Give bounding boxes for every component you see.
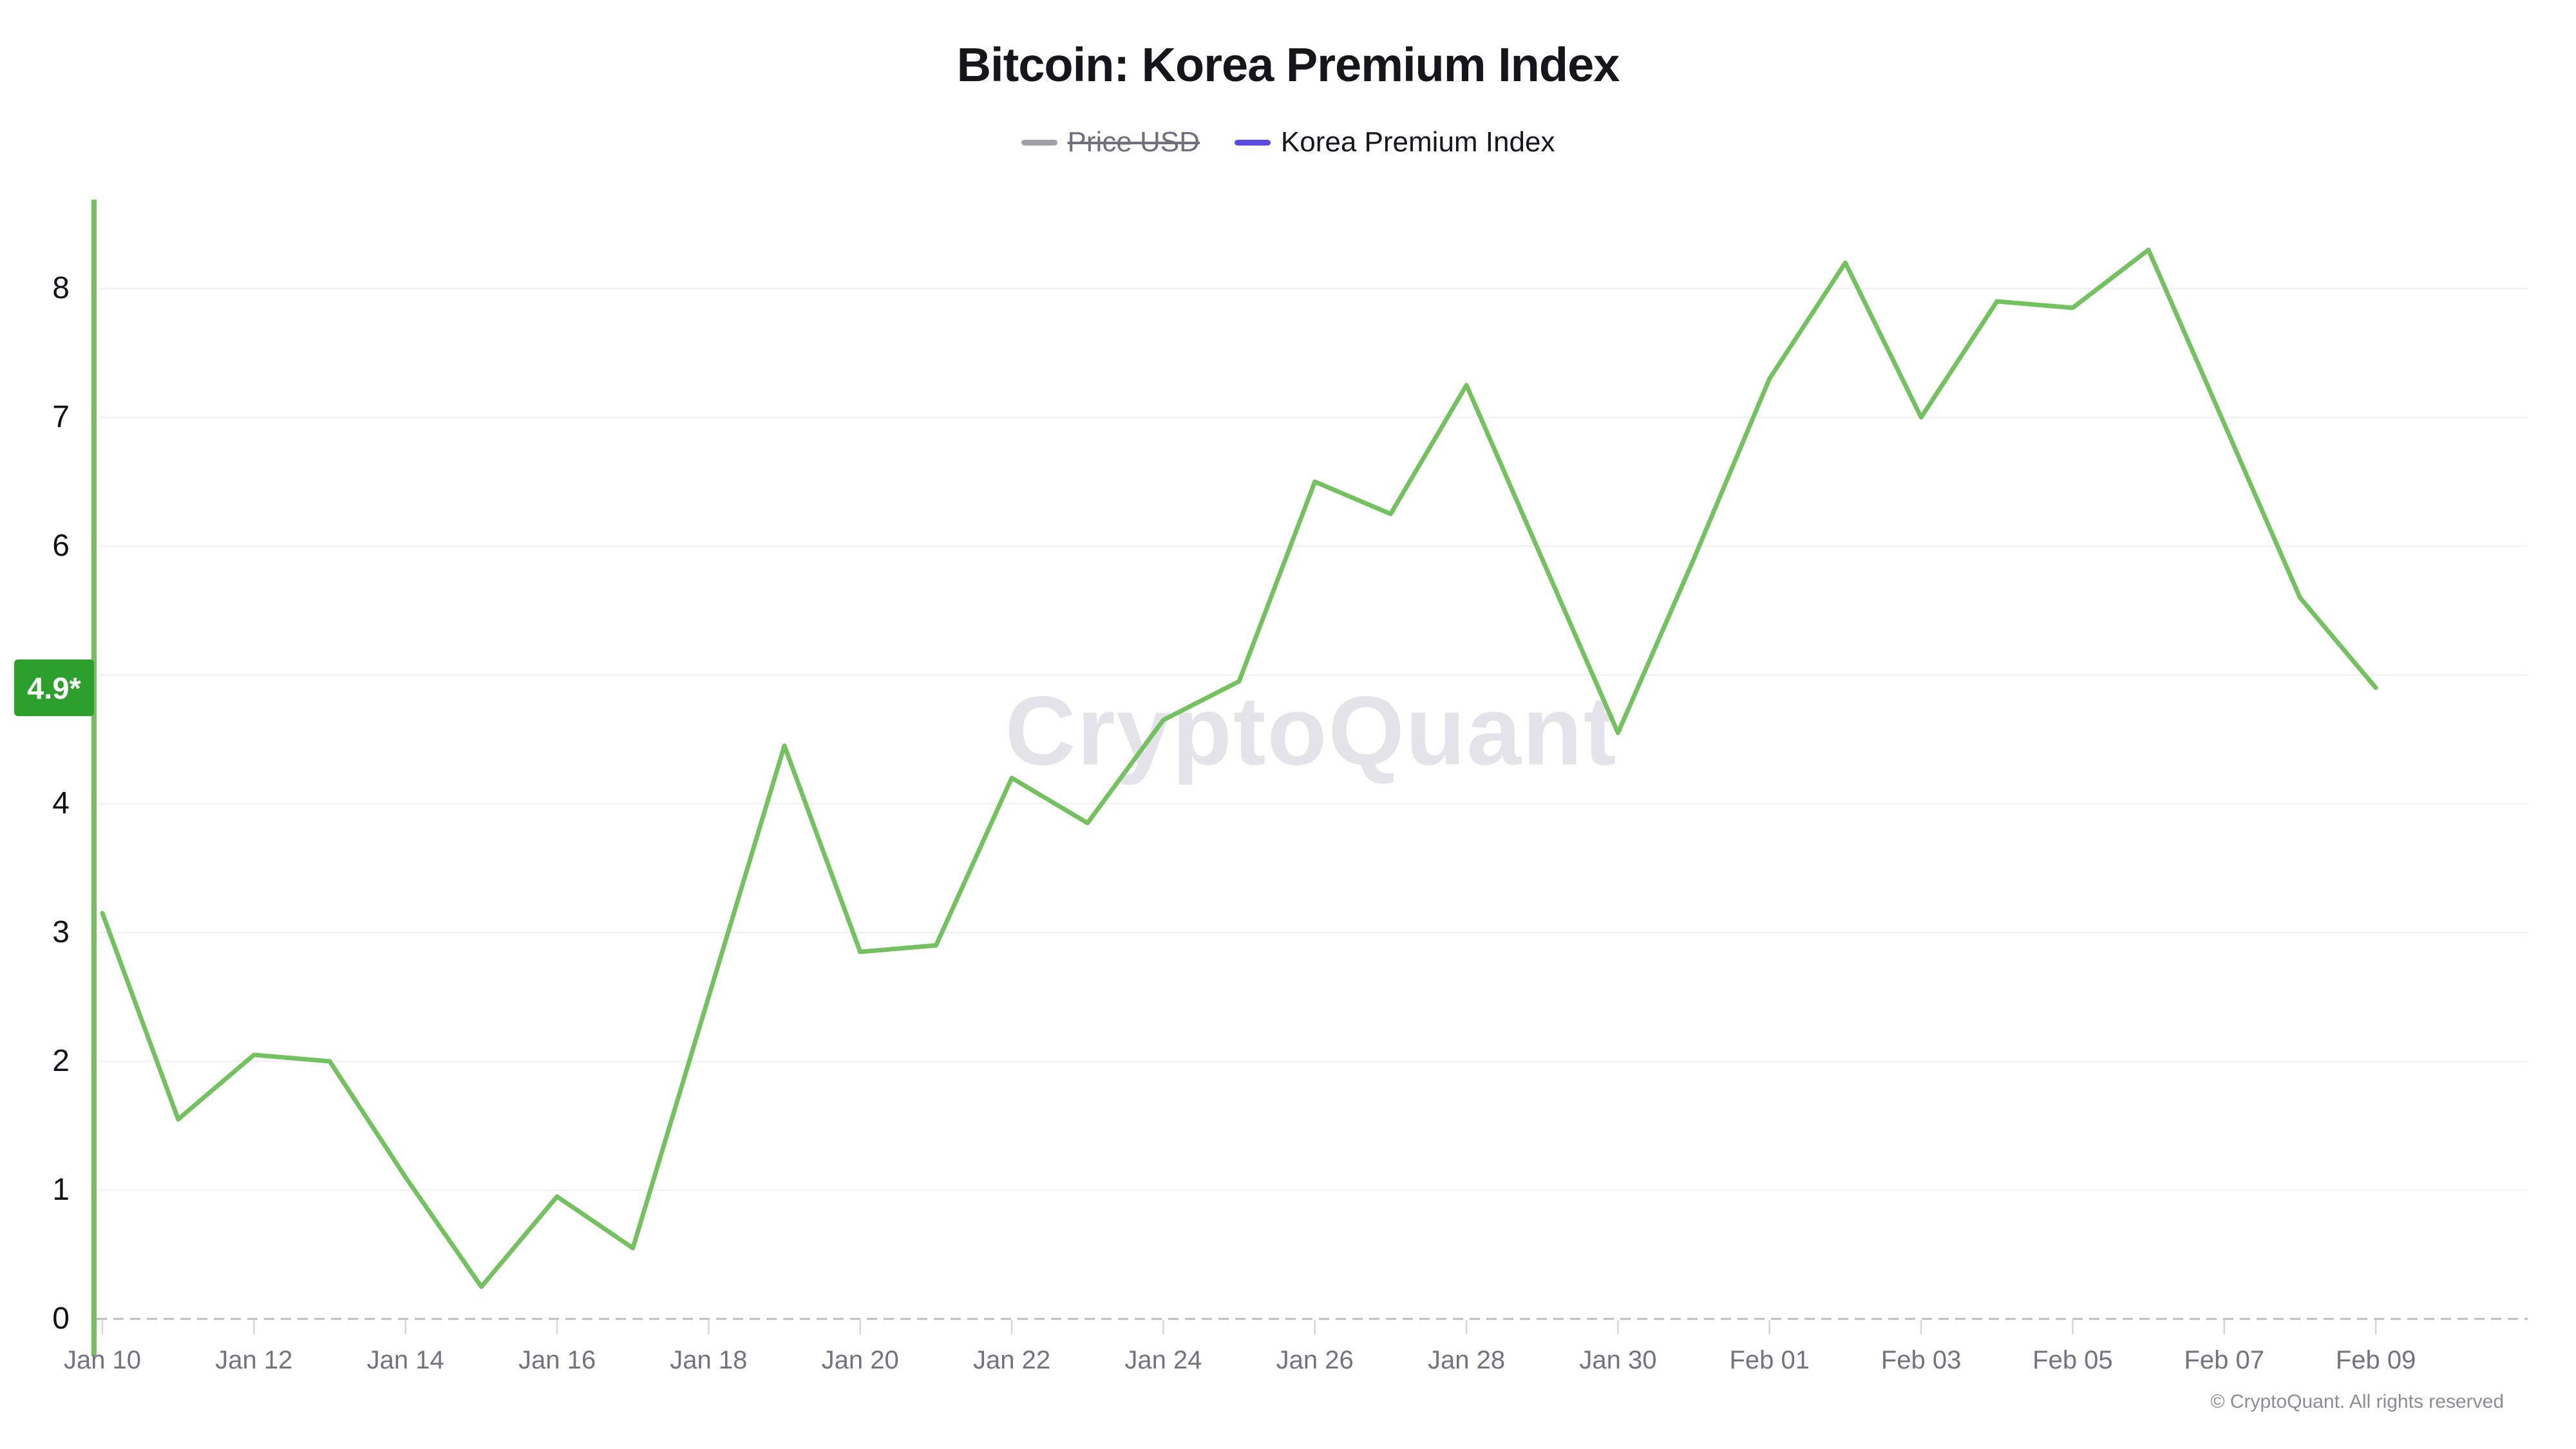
legend-dash-icon: [1234, 139, 1271, 146]
chart-title: Bitcoin: Korea Premium Index: [956, 38, 1620, 91]
y-axis-tick-label: 7: [52, 400, 70, 434]
x-axis-tick-label: Feb 01: [1729, 1346, 1810, 1374]
y-axis-tick-label: 2: [52, 1044, 70, 1078]
x-axis-tick-label: Feb 05: [2032, 1346, 2113, 1374]
x-axis-tick-label: Jan 26: [1276, 1346, 1354, 1374]
x-axis-tick-label: Jan 24: [1124, 1346, 1202, 1374]
x-axis-tick-label: Jan 14: [366, 1346, 444, 1374]
legend-item-price-usd[interactable]: Price USD: [1021, 126, 1200, 158]
latest-value-badge: 4.9*: [14, 659, 94, 716]
legend-label-korea-premium-index: Korea Premium Index: [1280, 126, 1555, 158]
x-axis-tick-label: Feb 07: [2184, 1346, 2265, 1374]
y-axis-tick-label: 1: [52, 1173, 70, 1207]
y-axis-tick-label: 6: [52, 529, 70, 563]
x-axis-tick-label: Jan 10: [63, 1346, 142, 1374]
y-axis-tick-label: 8: [52, 271, 70, 305]
x-axis-tick-label: Jan 22: [972, 1346, 1051, 1374]
legend-item-korea-premium-index[interactable]: Korea Premium Index: [1234, 126, 1555, 158]
series-line-korea-premium-index[interactable]: [100, 247, 2378, 1289]
copyright-note: © CryptoQuant. All rights reserved: [2210, 1391, 2504, 1412]
legend: Price USD Korea Premium Index: [0, 126, 2576, 158]
y-axis-tick-label: 4: [52, 786, 70, 820]
x-axis-tick-label: Jan 18: [670, 1346, 748, 1374]
y-axis-tick-label: 3: [52, 915, 70, 949]
x-axis-tick-label: Feb 09: [2335, 1346, 2416, 1374]
legend-label-price-usd: Price USD: [1067, 126, 1200, 158]
watermark: CryptoQuant: [1005, 676, 1618, 786]
x-axis-tick-label: Jan 16: [518, 1346, 596, 1374]
x-axis-tick-label: Jan 28: [1427, 1346, 1506, 1374]
x-axis-tick-label: Feb 03: [1880, 1346, 1962, 1374]
legend-dash-icon: [1021, 139, 1057, 146]
x-axis-tick-label: Jan 12: [215, 1346, 293, 1374]
x-axis-tick-label: Jan 30: [1579, 1346, 1657, 1374]
y-axis-tick-label: 0: [52, 1302, 70, 1336]
x-axis-tick-label: Jan 20: [821, 1346, 899, 1374]
